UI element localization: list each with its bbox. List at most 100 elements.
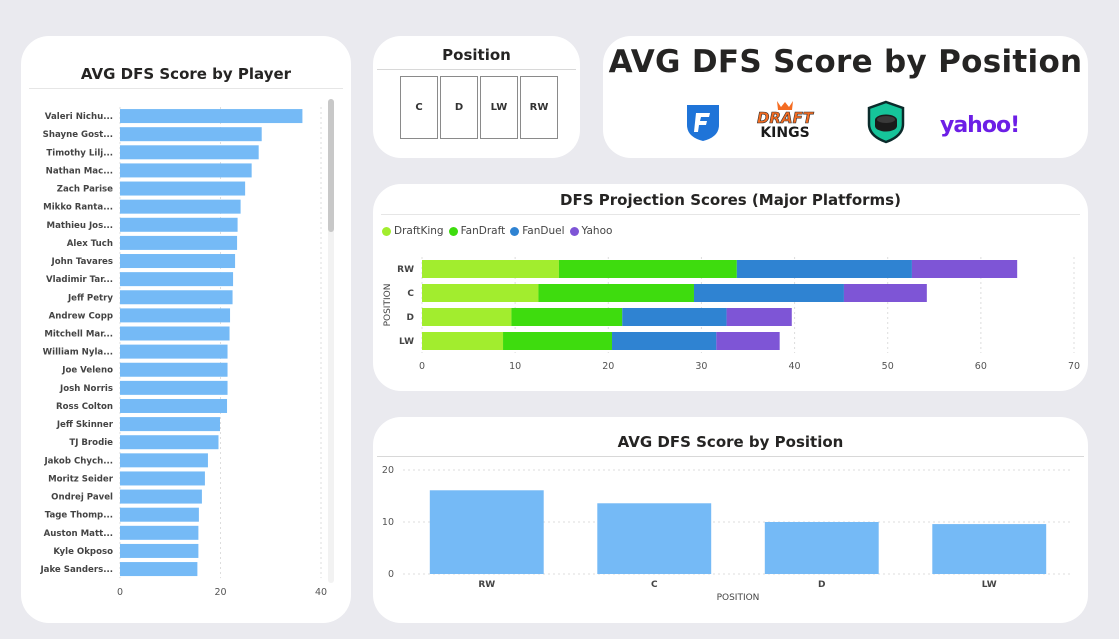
projection-x-tick-label: 30 xyxy=(695,361,707,372)
player-label-william-nyla: William Nyla... xyxy=(43,348,113,358)
header-card: AVG DFS Score by Position DRAFT KINGS ya… xyxy=(603,36,1088,158)
player-bar-mathieu-jos xyxy=(120,217,238,232)
player-bar-mikko-ranta xyxy=(120,199,241,214)
player-label-john-tavares: John Tavares xyxy=(51,257,113,267)
projection-bar-d-fandraft xyxy=(511,308,623,326)
player-bar-nathan-mac xyxy=(120,163,252,178)
player-chart-scrollbar[interactable] xyxy=(328,99,334,583)
player-chart-title: AVG DFS Score by Player xyxy=(80,65,292,83)
projection-x-tick-label: 70 xyxy=(1068,361,1080,372)
player-label-valeri-nichu: Valeri Nichu... xyxy=(45,112,113,122)
player-label-kyle-okposo: Kyle Okposo xyxy=(53,547,113,557)
player-bar-jeff-petry xyxy=(120,290,233,305)
slicer-option-c[interactable]: C xyxy=(400,76,438,139)
player-bar-jakob-chych xyxy=(120,453,208,468)
player-label-mitchell-mar: Mitchell Mar... xyxy=(44,330,113,340)
position-bar-chart: 0 10 20 RW C D LW POSITION xyxy=(382,465,1073,603)
player-label-alex-tuch: Alex Tuch xyxy=(67,239,113,249)
player-bar-chart: 0 20 40 Valeri Nichu... Shayne Gost... Timoth… xyxy=(39,107,327,598)
slicer-option-rw[interactable]: RW xyxy=(520,76,558,139)
draftkings-logo-icon: DRAFT KINGS xyxy=(757,101,815,141)
player-label-tage-thomp: Tage Thomp... xyxy=(45,511,113,521)
player-bar-auston-matt xyxy=(120,525,199,540)
legend-item-fanduel[interactable]: FanDuel xyxy=(510,225,565,237)
player-bar-ross-colton xyxy=(120,398,228,413)
projection-y-tick-label: D xyxy=(407,313,414,323)
position-y-tick-label: 20 xyxy=(382,465,394,476)
projection-bar-rw-draftking xyxy=(422,260,559,278)
position-bar-c xyxy=(597,503,712,574)
player-label-jake-sanders: Jake Sanders... xyxy=(39,565,113,575)
legend-item-yahoo[interactable]: Yahoo xyxy=(569,225,613,237)
projection-bar-c-fandraft xyxy=(538,284,694,302)
slicer-option-lw[interactable]: LW xyxy=(480,76,518,139)
position-x-tick-label: RW xyxy=(478,580,495,590)
projection-bar-rw-yahoo xyxy=(911,260,1018,278)
player-label-ondrej-pavel: Ondrej Pavel xyxy=(51,493,113,503)
player-label-moritz-seider: Moritz Seider xyxy=(48,474,114,484)
projection-x-tick-label: 20 xyxy=(602,361,614,372)
player-bar-jeff-skinner xyxy=(120,417,220,432)
projection-x-tick-label: 0 xyxy=(419,361,425,372)
player-label-vladimir-tar: Vladimir Tar... xyxy=(46,275,113,285)
player-bar-andrew-copp xyxy=(120,308,231,323)
projection-bar-lw-fanduel xyxy=(612,332,717,350)
player-bar-shayne-gost xyxy=(120,127,262,142)
legend-item-draftking[interactable]: DraftKing xyxy=(382,225,444,237)
player-bar-tage-thomp xyxy=(120,507,199,522)
yahoo-logo-icon: yahoo! xyxy=(940,113,1020,138)
player-x-tick-label: 0 xyxy=(117,587,123,598)
fanduel-logo-icon xyxy=(687,105,719,141)
player-bar-ondrej-pavel xyxy=(120,489,202,504)
projection-chart-title: DFS Projection Scores (Major Platforms) xyxy=(560,191,901,209)
player-label-ross-colton: Ross Colton xyxy=(56,402,113,412)
player-bar-john-tavares xyxy=(120,254,236,269)
position-bar-lw xyxy=(932,524,1047,574)
position-bar-rw xyxy=(429,490,544,574)
player-bar-kyle-okposo xyxy=(120,543,199,558)
legend-label-yahoo: Yahoo xyxy=(581,225,613,237)
player-label-andrew-copp: Andrew Copp xyxy=(49,311,113,321)
projection-chart-divider xyxy=(381,214,1080,215)
position-x-tick-label: D xyxy=(818,580,825,590)
projection-bar-rw-fanduel xyxy=(736,260,912,278)
position-x-axis-title: POSITION xyxy=(717,593,760,603)
position-slicer-card: Position C D LW RW xyxy=(373,36,580,158)
hockey-shield-logo-icon xyxy=(867,100,905,144)
legend-item-fandraft[interactable]: FanDraft xyxy=(448,225,506,237)
player-bar-alex-tuch xyxy=(120,235,238,250)
projection-legend: DraftKing FanDraft FanDuel Yahoo xyxy=(382,225,612,237)
player-label-zach-parise: Zach Parise xyxy=(57,185,113,195)
player-bar-timothy-lilj xyxy=(120,145,259,160)
projection-y-tick-label: RW xyxy=(397,265,414,275)
player-label-mathieu-jos: Mathieu Jos... xyxy=(47,221,113,231)
projection-y-tick-label: C xyxy=(407,289,414,299)
player-label-joe-veleno: Joe Veleno xyxy=(61,366,113,376)
slicer-option-d[interactable]: D xyxy=(440,76,478,139)
player-bar-mitchell-mar xyxy=(120,326,230,341)
player-bar-tj-brodie xyxy=(120,435,219,450)
projection-bar-d-yahoo xyxy=(726,308,792,326)
page-title: AVG DFS Score by Position xyxy=(608,44,1083,80)
player-bar-josh-norris xyxy=(120,380,228,395)
projection-bar-lw-fandraft xyxy=(503,332,613,350)
legend-label-fanduel: FanDuel xyxy=(522,225,565,237)
legend-label-draftking: DraftKing xyxy=(394,225,444,237)
position-bar-d xyxy=(764,522,879,574)
player-label-nathan-mac: Nathan Mac... xyxy=(46,166,113,176)
player-label-jeff-skinner: Jeff Skinner xyxy=(56,420,114,430)
player-label-tj-brodie: TJ Brodie xyxy=(69,438,113,448)
player-label-josh-norris: Josh Norris xyxy=(59,384,113,394)
player-label-mikko-ranta: Mikko Ranta... xyxy=(43,203,113,213)
legend-label-fandraft: FanDraft xyxy=(460,225,506,237)
player-label-shayne-gost: Shayne Gost... xyxy=(43,130,113,140)
scrollbar-thumb[interactable] xyxy=(328,99,334,232)
player-label-jeff-petry: Jeff Petry xyxy=(67,293,113,303)
player-bar-zach-parise xyxy=(120,181,246,196)
slicer-title: Position xyxy=(442,46,511,64)
position-y-tick-label: 0 xyxy=(388,569,394,580)
draftkings-logo-text-top: DRAFT xyxy=(757,109,815,127)
player-bar-valeri-nichu xyxy=(120,109,303,124)
player-bar-joe-veleno xyxy=(120,362,228,377)
player-bar-jake-sanders xyxy=(120,562,198,577)
